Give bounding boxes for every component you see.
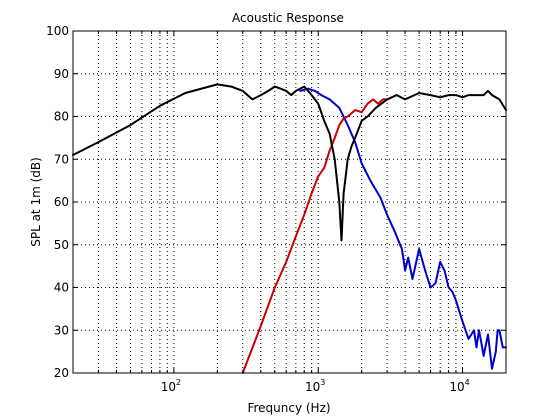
- x-tick-label: 104: [449, 378, 469, 394]
- y-tick-labels: 20 30 40 50 60 70 80 90 100: [46, 24, 69, 380]
- y-tick-label: 40: [54, 281, 69, 295]
- series-line-3: [72, 83, 507, 242]
- y-tick-label: 100: [46, 24, 69, 38]
- y-tick-label: 60: [54, 195, 69, 209]
- y-tick-label: 20: [54, 366, 69, 380]
- y-tick-label: 30: [54, 323, 69, 337]
- x-tick-label: 102: [161, 378, 181, 394]
- y-tick-label: 80: [54, 110, 69, 124]
- y-axis-label: SPL at 1m (dB): [29, 157, 43, 247]
- y-tick-label: 90: [54, 67, 69, 81]
- chart-title: Acoustic Response: [232, 11, 344, 25]
- y-tick-label: 50: [54, 238, 69, 252]
- y-tick-label: 70: [54, 152, 69, 166]
- x-tick-label: 103: [305, 378, 325, 394]
- axis-ticks: [73, 30, 506, 374]
- x-axis-label: Frequncy (Hz): [247, 401, 330, 415]
- x-tick-labels: 102 103 104: [161, 378, 470, 394]
- series-line-1: [299, 87, 507, 370]
- series-line-2: [241, 98, 389, 374]
- series-lines: [72, 83, 507, 374]
